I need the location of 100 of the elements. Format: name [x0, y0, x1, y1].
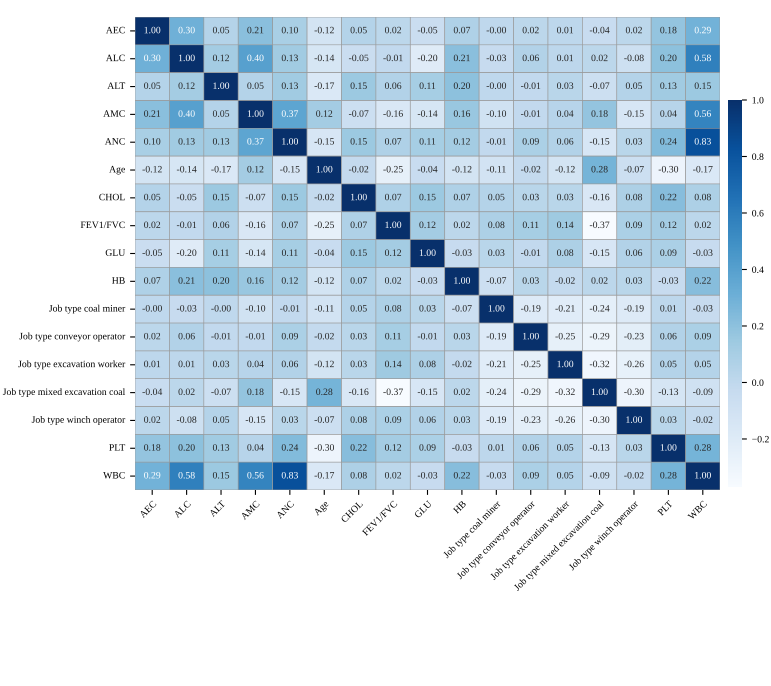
data-label: 0.24	[660, 138, 677, 145]
data-label: -0.10	[246, 305, 266, 312]
data-label: 0.02	[384, 277, 402, 284]
data-label: 0.05	[144, 82, 160, 90]
data-label: 0.10	[144, 138, 160, 145]
data-label: 0.06	[557, 138, 574, 145]
data-label: -0.16	[383, 110, 403, 117]
data-label: 0.01	[557, 26, 574, 34]
data-label: 0.18	[247, 388, 264, 396]
data-label: -0.32	[555, 388, 575, 396]
data-label: 0.15	[350, 138, 367, 145]
x-tick-label: PLT	[657, 500, 674, 516]
y-tick-label: CHOL	[99, 194, 125, 200]
data-label: 0.06	[419, 416, 436, 423]
data-label: 0.16	[247, 277, 264, 284]
data-label: -0.17	[314, 472, 334, 479]
data-label: -0.09	[693, 388, 713, 396]
y-tick-label: Job type excavation worker	[18, 360, 126, 370]
data-label: 0.06	[626, 249, 642, 256]
data-label: 0.07	[350, 222, 367, 228]
data-label: -0.15	[624, 110, 644, 117]
data-label: 0.06	[660, 332, 677, 340]
data-label: -0.16	[246, 222, 266, 228]
data-label: 0.15	[212, 472, 230, 479]
data-label: -0.14	[418, 110, 438, 117]
data-label: 0.58	[694, 54, 711, 62]
color-bar-label: 1.0	[752, 96, 764, 104]
data-label: 0.01	[557, 54, 574, 62]
data-label: 0.22	[350, 444, 367, 451]
data-label: 0.21	[247, 26, 264, 34]
data-label: 0.07	[384, 138, 402, 145]
data-label: 0.12	[660, 222, 676, 228]
data-label: 0.03	[522, 277, 539, 284]
data-label: -0.12	[142, 166, 162, 173]
y-tick-label: Job type mixed excavation coal	[2, 388, 126, 398]
data-label: 0.30	[178, 26, 195, 34]
data-label: 0.12	[454, 138, 470, 145]
data-label: 0.08	[488, 222, 504, 228]
data-label: 0.01	[488, 444, 504, 451]
data-label: 0.09	[522, 472, 539, 479]
data-label: -0.04	[314, 249, 334, 256]
data-label: 0.30	[144, 54, 160, 62]
data-label: 0.13	[178, 138, 195, 145]
data-label: -0.07	[314, 416, 334, 423]
data-label: 0.02	[522, 26, 539, 34]
data-label: 0.28	[591, 166, 608, 173]
data-label: 0.08	[626, 194, 642, 200]
data-label: 0.02	[454, 222, 470, 228]
data-label: -0.12	[314, 26, 334, 34]
data-label: 0.12	[178, 82, 195, 90]
data-label: -0.08	[624, 54, 644, 62]
data-label: -0.17	[314, 82, 334, 90]
data-label: 0.05	[212, 26, 230, 34]
y-tick-label: ALT	[107, 82, 126, 89]
data-label: -0.03	[486, 54, 506, 62]
data-label: -0.01	[418, 332, 438, 340]
data-label: 1.00	[178, 54, 195, 62]
data-label: 0.20	[454, 82, 470, 90]
data-label: 0.15	[694, 82, 711, 90]
data-label: -0.10	[486, 110, 506, 117]
data-label: 0.06	[384, 82, 402, 90]
data-label: 0.18	[660, 26, 677, 34]
data-label: 0.24	[282, 444, 298, 451]
data-label: -0.01	[520, 110, 540, 117]
data-label: 0.21	[144, 110, 160, 117]
data-label: -0.02	[314, 332, 334, 340]
data-label: -0.37	[383, 388, 403, 396]
data-label: 0.06	[178, 332, 195, 340]
data-label: -0.02	[520, 166, 540, 173]
data-label: -0.14	[314, 54, 334, 62]
data-label: -0.02	[452, 360, 472, 368]
data-label: -0.19	[624, 305, 644, 312]
data-label: 0.28	[694, 444, 711, 451]
data-label: -0.25	[555, 332, 575, 340]
data-label: -0.29	[520, 388, 540, 396]
data-label: 1.00	[660, 444, 677, 451]
data-label: -0.07	[246, 194, 266, 200]
data-label: -0.37	[590, 222, 610, 228]
data-label: 0.02	[626, 26, 642, 34]
data-label: 1.00	[626, 416, 642, 423]
data-label: -0.07	[211, 388, 231, 396]
data-label: 0.15	[282, 194, 298, 200]
data-label: 1.00	[420, 249, 436, 256]
data-label: 0.12	[212, 54, 229, 62]
data-label: 1.00	[695, 472, 711, 479]
data-label: 0.03	[282, 416, 298, 423]
data-label: 0.12	[384, 444, 402, 451]
y-tick-label: Age	[109, 166, 125, 174]
data-label: -0.15	[280, 166, 300, 173]
data-label: 0.03	[454, 416, 470, 423]
data-label: 0.28	[660, 472, 677, 479]
data-label: 0.01	[660, 305, 676, 312]
data-label: 1.00	[385, 222, 402, 228]
y-tick-label: HB	[112, 277, 125, 284]
data-label: -0.11	[486, 166, 506, 173]
data-label: -0.19	[486, 416, 506, 423]
data-label: -0.15	[590, 138, 610, 145]
data-label: 0.07	[282, 222, 298, 228]
data-label: 0.15	[419, 194, 436, 200]
data-label: 0.05	[350, 305, 367, 312]
